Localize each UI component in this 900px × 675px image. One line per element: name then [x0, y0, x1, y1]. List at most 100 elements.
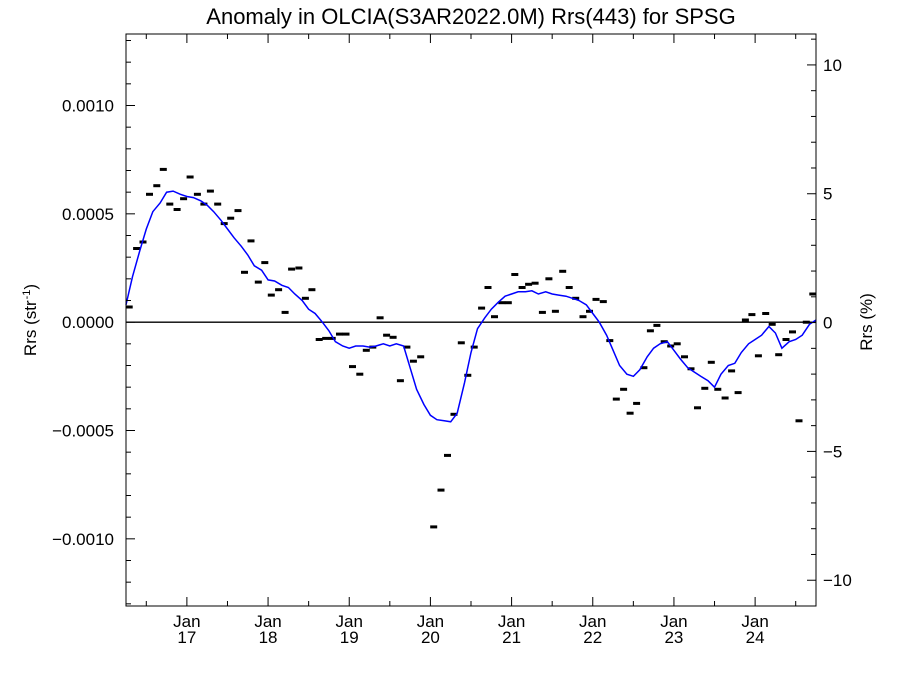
anomaly-point: [409, 359, 417, 363]
anomaly-point: [322, 336, 330, 340]
anomaly-point: [478, 306, 486, 310]
anomaly-point: [234, 209, 242, 213]
anomaly-point: [511, 273, 519, 276]
anomaly-point: [741, 318, 749, 322]
anomaly-point: [301, 296, 309, 300]
anomaly-point: [261, 261, 269, 265]
series-group: [125, 167, 817, 529]
anomaly-point: [653, 323, 661, 327]
anomaly-point: [728, 369, 736, 373]
anomaly-point: [206, 189, 214, 193]
x-tick-month: Jan: [254, 612, 281, 631]
x-tick-year: 21: [502, 628, 521, 647]
anomaly-point: [247, 239, 255, 243]
anomaly-point: [403, 345, 411, 349]
anomaly-point: [133, 247, 141, 250]
anomaly-point: [660, 340, 668, 344]
y2-tick-label: −5: [823, 442, 842, 461]
anomaly-point: [159, 167, 167, 171]
anomaly-point: [809, 292, 817, 296]
anomaly-point: [180, 197, 188, 201]
anomaly-point: [125, 305, 133, 309]
anomaly-point: [356, 372, 364, 376]
anomaly-point: [383, 333, 391, 337]
anomaly-point: [362, 348, 370, 352]
y-tick-label: 0.0000: [62, 313, 114, 332]
anomaly-point: [559, 269, 567, 273]
anomaly-point: [349, 365, 356, 369]
anomaly-point: [754, 354, 762, 358]
anomaly-point: [782, 338, 790, 341]
anomaly-point: [437, 488, 445, 492]
anomaly-point: [579, 315, 587, 319]
anomaly-point: [802, 320, 810, 324]
anomaly-point: [342, 332, 350, 336]
anomaly-point: [430, 525, 438, 529]
x-tick-month: Jan: [173, 612, 200, 631]
y-axis-label-main: Rrs (str: [21, 300, 40, 356]
anomaly-point: [241, 270, 248, 274]
anomaly-point: [599, 300, 607, 304]
anomaly-point: [673, 342, 681, 346]
x-tick-month: Jan: [498, 612, 525, 631]
anomaly-point: [444, 453, 451, 457]
anomaly-point: [504, 301, 512, 305]
anomaly-point: [275, 288, 283, 292]
anomaly-point: [308, 288, 316, 292]
anomaly-point: [146, 192, 153, 196]
anomaly-point: [464, 373, 472, 377]
anomaly-point: [734, 391, 742, 395]
anomaly-point: [545, 277, 553, 281]
anomaly-point: [646, 329, 654, 333]
anomaly-point: [538, 310, 546, 314]
anomaly-point: [186, 175, 194, 179]
anomaly-point: [153, 184, 161, 188]
anomaly-point: [640, 366, 648, 370]
chart-title: Anomaly in OLCIA(S3AR2022.0M) Rrs(443) f…: [206, 4, 735, 29]
anomaly-point: [701, 386, 709, 390]
anomaly-point: [518, 286, 526, 289]
x-tick-year: 20: [421, 628, 440, 647]
running-mean-line: [125, 190, 817, 423]
anomaly-point: [376, 316, 384, 320]
axes-group: 0.0010 0.0005 0.0000 −0.0005 −0.0010 10 5 0 −5 −1…: [52, 33, 852, 647]
y-tick-label: −0.0010: [52, 530, 114, 549]
anomaly-point: [795, 419, 803, 423]
anomaly-point: [417, 355, 425, 359]
y2-tick-label: 10: [823, 56, 842, 75]
y-tick-label: −0.0005: [52, 422, 114, 441]
y-axis-label-superscript: -1: [21, 290, 33, 300]
anomaly-point: [626, 411, 634, 415]
x-tick-month: Jan: [417, 612, 444, 631]
anomaly-point: [681, 355, 688, 359]
anomaly-point: [572, 296, 580, 300]
x-tick-year: 18: [259, 628, 278, 647]
x-tick-month: Jan: [579, 612, 606, 631]
plot-frame: [125, 33, 817, 607]
y-tick-label: 0.0005: [62, 205, 114, 224]
x-tick-year: 22: [583, 628, 602, 647]
x-tick-year: 23: [664, 628, 683, 647]
anomaly-point: [389, 335, 397, 339]
anomaly-point: [633, 401, 641, 405]
anomaly-point: [336, 332, 343, 336]
anomaly-point: [396, 379, 404, 383]
x-tick-year: 24: [746, 628, 765, 647]
y-axis-label: Rrs (str-1): [21, 284, 40, 356]
anomaly-point: [328, 336, 336, 340]
y-axis-label-suffix: ): [21, 284, 40, 290]
anomaly-point: [450, 412, 458, 416]
anomaly-point: [762, 312, 770, 315]
anomaly-point: [707, 360, 715, 364]
anomaly-point: [267, 293, 275, 297]
anomaly-point: [687, 367, 695, 371]
anomaly-point: [281, 310, 289, 314]
anomaly-point: [295, 266, 303, 270]
anomaly-point: [531, 281, 539, 285]
y2-tick-label: −10: [823, 571, 852, 590]
y2-tick-label: 0: [823, 314, 832, 333]
anomaly-point: [166, 202, 174, 206]
anomaly-point: [620, 387, 628, 391]
anomaly-point: [586, 309, 593, 313]
